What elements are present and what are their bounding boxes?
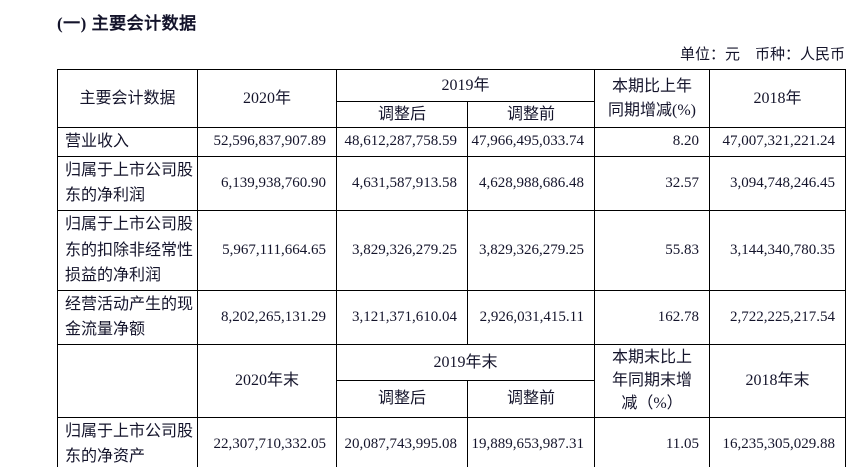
col-header-metric: 主要会计数据 <box>57 68 198 129</box>
col-header-2020: 2020年 <box>197 68 337 129</box>
cell-change: 55.83 <box>594 209 711 291</box>
key-accounting-data-table: 主要会计数据 2020年 2019年 本期比上年 同期增减(%) 2018年 调… <box>57 68 847 467</box>
cell-change: 162.78 <box>594 289 711 345</box>
table-row-net-profit: 归属于上市公司股东的净利润 6,139,938,760.90 4,631,587… <box>57 155 847 211</box>
col-header-2018-end: 2018年末 <box>709 343 847 418</box>
section2-header-row: 2020年末 2019年末 本期末比上 年同期末增 减（%） 2018年末 <box>57 343 847 418</box>
cell-2019-original: 2,926,031,415.11 <box>466 289 596 345</box>
cell-2018: 3,094,748,246.45 <box>709 155 847 211</box>
table-row-operating-cash-flow: 经营活动产生的现金流量净额 8,202,265,131.29 3,121,371… <box>57 289 847 345</box>
col-header-2019-end: 2019年末 <box>335 343 596 381</box>
table-row-net-assets: 归属于上市公司股东的净资产 22,307,710,332.05 20,087,7… <box>57 416 847 467</box>
col-header-adjusted-after: 调整后 <box>336 100 468 129</box>
col-header-2018: 2018年 <box>709 68 847 129</box>
cell-2019-original: 4,628,988,686.48 <box>466 155 596 211</box>
cell-2020: 5,967,111,664.65 <box>197 209 337 291</box>
cell-label: 归属于上市公司股东的净资产 <box>57 416 198 467</box>
col-header-change: 本期比上年 同期增减(%) <box>594 68 711 129</box>
cell-2020: 8,202,265,131.29 <box>197 289 337 345</box>
col-header-2020-end: 2020年末 <box>197 343 337 418</box>
section2-subheader-row: 调整后 调整前 <box>58 379 846 418</box>
cell-2019-adjusted: 3,121,371,610.04 <box>336 289 468 345</box>
col-header-2019: 2019年 <box>335 69 596 102</box>
unit-currency-note: 单位：元 币种：人民币 <box>679 47 845 63</box>
cell-change: 32.57 <box>594 155 711 211</box>
section1-header-row: 主要会计数据 2020年 2019年 本期比上年 同期增减(%) 2018年 <box>57 68 847 129</box>
cell-change: 11.05 <box>594 416 711 467</box>
cell-2018: 47,007,321,221.24 <box>709 127 847 157</box>
table-row-revenue: 营业收入 52,596,837,907.89 48,612,287,758.59… <box>57 127 847 157</box>
section1-subheader-row: 调整后 调整前 <box>58 100 846 129</box>
cell-2019-adjusted: 20,087,743,995.08 <box>336 416 468 467</box>
col-header-adjusted-before: 调整前 <box>466 100 596 129</box>
cell-2019-original: 19,889,653,987.31 <box>466 416 596 467</box>
cell-change: 8.20 <box>594 127 711 157</box>
col-header-metric-blank <box>57 343 198 418</box>
col-header-adjusted-after: 调整后 <box>336 379 468 418</box>
cell-label: 归属于上市公司股东的净利润 <box>57 155 198 211</box>
cell-2019-original: 47,966,495,033.74 <box>466 127 596 157</box>
cell-label: 归属于上市公司股东的扣除非经常性损益的净利润 <box>57 209 198 291</box>
cell-2019-original: 3,829,326,279.25 <box>466 209 596 291</box>
cell-2018: 2,722,225,217.54 <box>709 289 847 345</box>
table-row-net-profit-excl-nonrecurring: 归属于上市公司股东的扣除非经常性损益的净利润 5,967,111,664.65 … <box>57 209 847 291</box>
cell-2020: 22,307,710,332.05 <box>197 416 337 467</box>
cell-2018: 16,235,305,029.88 <box>709 416 847 467</box>
col-header-adjusted-before: 调整前 <box>466 379 596 418</box>
cell-2018: 3,144,340,780.35 <box>709 209 847 291</box>
cell-2020: 6,139,938,760.90 <box>197 155 337 211</box>
cell-label: 经营活动产生的现金流量净额 <box>57 289 198 345</box>
page-title: (一) 主要会计数据 <box>57 14 197 33</box>
cell-label: 营业收入 <box>57 127 198 157</box>
cell-2019-adjusted: 4,631,587,913.58 <box>336 155 468 211</box>
cell-2019-adjusted: 3,829,326,279.25 <box>336 209 468 291</box>
col-header-change-end: 本期末比上 年同期末增 减（%） <box>594 343 711 418</box>
cell-2019-adjusted: 48,612,287,758.59 <box>336 127 468 157</box>
cell-2020: 52,596,837,907.89 <box>197 127 337 157</box>
